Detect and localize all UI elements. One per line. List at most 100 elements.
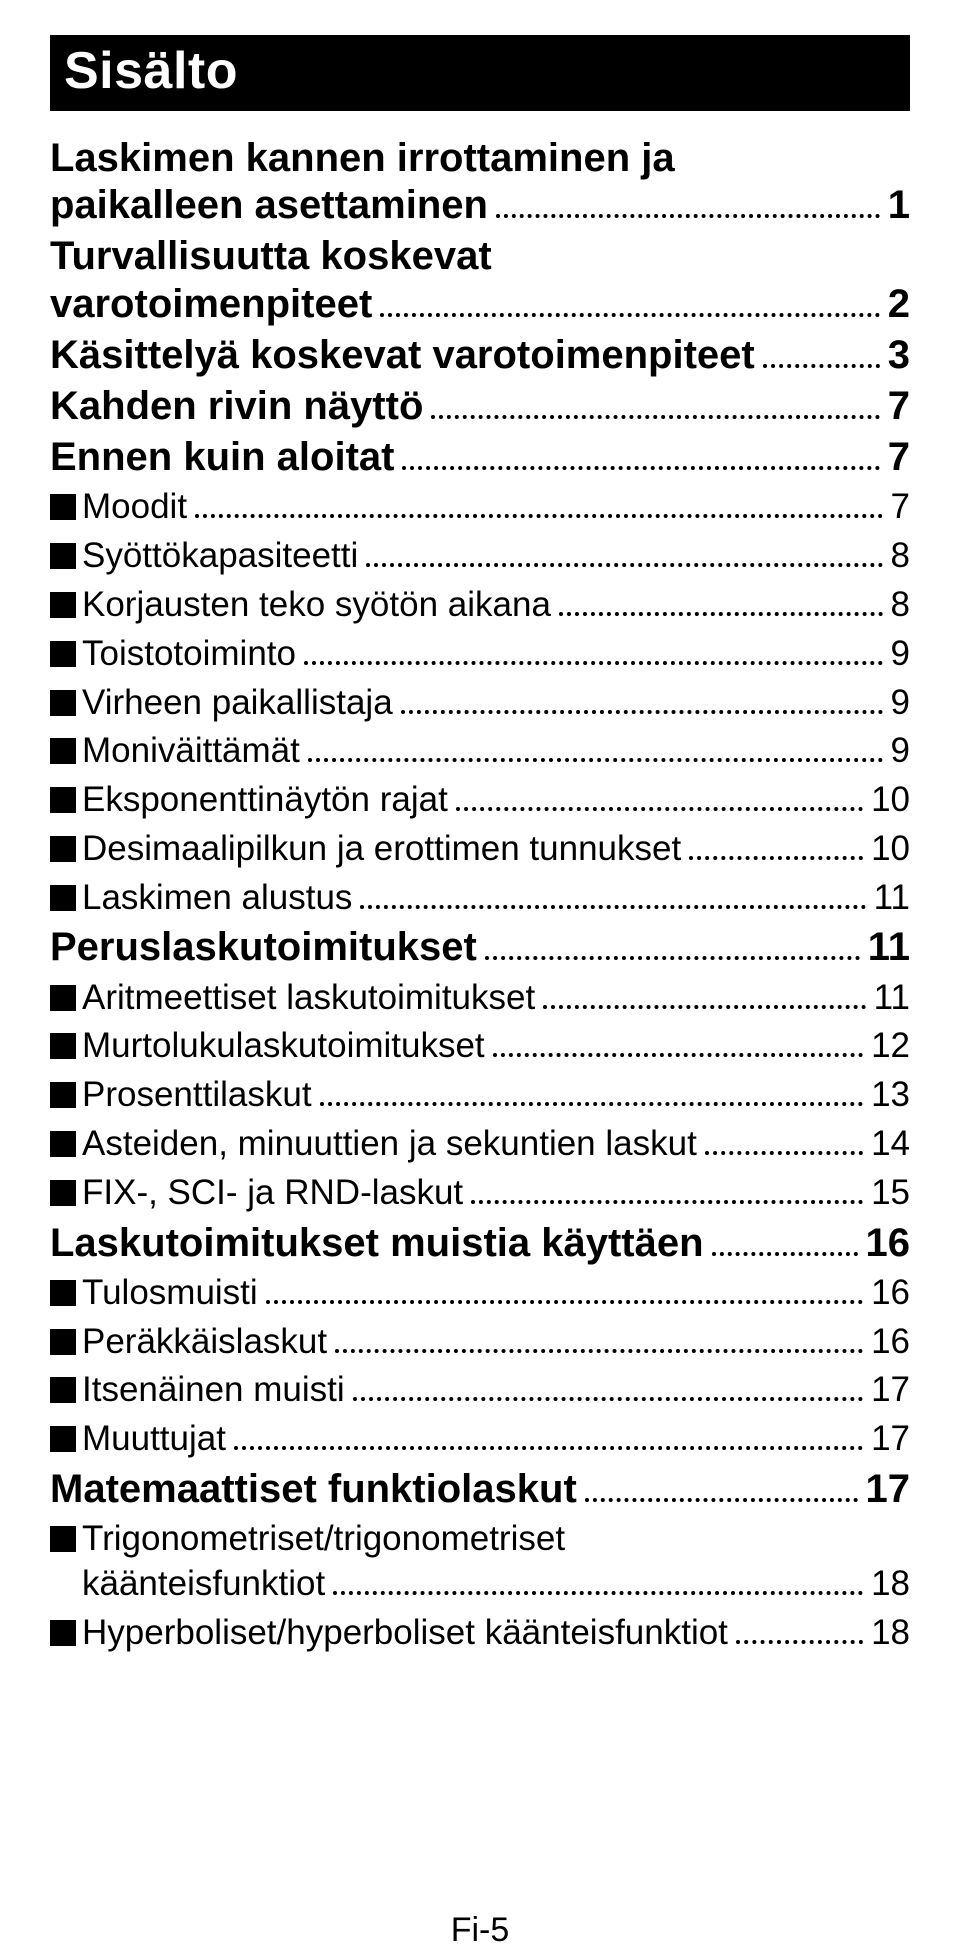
- toc-entry-level2: Moodit7: [50, 485, 910, 530]
- dot-leader: [308, 734, 883, 763]
- toc-pagenum: 3: [888, 332, 910, 379]
- dot-leader: [353, 1373, 863, 1402]
- page-footer: Fi-5: [0, 1911, 960, 1950]
- toc-label: Peruslaskutoimitukset: [50, 924, 477, 971]
- dot-leader: [736, 1615, 863, 1644]
- toc-label: Toistotoiminto: [82, 632, 296, 677]
- toc-pagenum: 7: [888, 383, 910, 430]
- toc-label-line1: Laskimen kannen irrottaminen ja: [50, 135, 910, 182]
- toc-entry-level1: Matemaattiset funktiolaskut 17: [50, 1466, 910, 1513]
- square-bullet-icon: [50, 985, 76, 1011]
- toc-pagenum: 16: [871, 1271, 910, 1316]
- toc-entry-level2: Toistotoiminto9: [50, 632, 910, 677]
- toc-label: Hyperboliset/hyperboliset käänteisfunkti…: [82, 1611, 728, 1656]
- square-bullet-icon: [50, 494, 76, 520]
- toc-pagenum: 2: [888, 281, 910, 328]
- toc-pagenum: 18: [871, 1611, 910, 1656]
- toc-entry-level2: Prosenttilaskut13: [50, 1073, 910, 1118]
- square-bullet-icon: [50, 1280, 76, 1306]
- toc-pagenum: 13: [871, 1073, 910, 1118]
- toc-entry-level1: Kahden rivin näyttö7: [50, 383, 910, 430]
- dot-leader: [366, 539, 882, 568]
- square-bullet-icon: [50, 885, 76, 911]
- toc-label: Käsittelyä koskevat varotoimenpiteet: [50, 332, 755, 379]
- toc-label: Ennen kuin aloitat: [50, 434, 394, 481]
- toc-entry-level2: Hyperboliset/hyperboliset käänteisfunkti…: [50, 1611, 910, 1656]
- toc-entry-level2: Eksponenttinäytön rajat 10: [50, 778, 910, 823]
- dot-leader: [493, 1029, 863, 1058]
- dot-leader: [402, 438, 879, 470]
- toc-label: Matemaattiset funktiolaskut: [50, 1466, 577, 1513]
- toc-entry-level2: Korjausten teko syötön aikana8: [50, 583, 910, 628]
- toc-entry-level2: Trigonometriset/trigonometriset käänteisf…: [50, 1517, 910, 1607]
- toc-entry-level2: Itsenäinen muisti 17: [50, 1368, 910, 1413]
- square-bullet-icon: [50, 1426, 76, 1452]
- toc-pagenum: 12: [871, 1024, 910, 1069]
- toc-entry-level2: Murtolukulaskutoimitukset12: [50, 1024, 910, 1069]
- square-bullet-icon: [50, 836, 76, 862]
- toc-pagenum: 18: [871, 1562, 910, 1607]
- dot-leader: [689, 831, 863, 860]
- toc-pagenum: 8: [891, 534, 910, 579]
- toc-entry-level1: Laskutoimitukset muistia käyttäen16: [50, 1220, 910, 1267]
- dot-leader: [320, 1078, 864, 1107]
- toc-pagenum: 11: [874, 976, 910, 1021]
- dot-leader: [712, 1224, 858, 1256]
- dot-leader: [485, 928, 860, 960]
- square-bullet-icon: [50, 1033, 76, 1059]
- toc-label: Peräkkäislaskut: [82, 1320, 327, 1365]
- dot-leader: [380, 285, 879, 317]
- page: Sisälto Laskimen kannen irrottaminen jap…: [0, 0, 960, 1960]
- toc-entry-level1: Turvallisuutta koskevatvarotoimenpiteet2: [50, 233, 910, 327]
- square-bullet-icon: [50, 1180, 76, 1206]
- toc-entry-level2: Peräkkäislaskut16: [50, 1320, 910, 1365]
- square-bullet-icon: [50, 1377, 76, 1403]
- toc-entry-level2: Virheen paikallistaja9: [50, 681, 910, 726]
- dot-leader: [304, 636, 883, 665]
- square-bullet-icon: [50, 690, 76, 716]
- toc-entry-level2: Syöttökapasiteetti 8: [50, 534, 910, 579]
- dot-leader: [585, 1470, 858, 1502]
- square-bullet-icon: [50, 787, 76, 813]
- square-bullet-icon: [50, 1620, 76, 1646]
- dot-leader: [335, 1324, 863, 1353]
- toc-entry-level2: Tulosmuisti 16: [50, 1271, 910, 1316]
- toc-label-line1: Trigonometriset/trigonometriset: [82, 1519, 565, 1558]
- toc-label: Muuttujat: [82, 1417, 226, 1462]
- dot-leader: [763, 336, 880, 368]
- toc-label: Korjausten teko syötön aikana: [82, 583, 551, 628]
- toc-label: Eksponenttinäytön rajat: [82, 778, 448, 823]
- toc-pagenum: 14: [871, 1122, 910, 1167]
- toc-entry-level1: Käsittelyä koskevat varotoimenpiteet 3: [50, 332, 910, 379]
- square-bullet-icon: [50, 592, 76, 618]
- toc-entry-level1: Laskimen kannen irrottaminen japaikallee…: [50, 135, 910, 229]
- toc-label-line1: Turvallisuutta koskevat: [50, 233, 910, 280]
- square-bullet-icon: [50, 1131, 76, 1157]
- toc-label: Itsenäinen muisti: [82, 1368, 345, 1413]
- toc-label-line2: paikalleen asettaminen: [50, 182, 488, 229]
- toc-entry-level2: Desimaalipilkun ja erottimen tunnukset10: [50, 827, 910, 872]
- toc-pagenum: 17: [866, 1466, 911, 1513]
- toc-label: Aritmeettiset laskutoimitukset: [82, 976, 535, 1021]
- toc-label: Moodit: [82, 485, 187, 530]
- toc-label: FIX-, SCI- ja RND-laskut: [82, 1171, 463, 1216]
- toc-pagenum: 7: [888, 434, 910, 481]
- toc-label: Desimaalipilkun ja erottimen tunnukset: [82, 827, 681, 872]
- square-bullet-icon: [50, 641, 76, 667]
- square-bullet-icon: [50, 1329, 76, 1355]
- toc-pagenum: 9: [891, 729, 910, 774]
- dot-leader: [543, 980, 865, 1009]
- square-bullet-icon: [50, 738, 76, 764]
- dot-leader: [360, 880, 865, 909]
- toc-label: Syöttökapasiteetti: [82, 534, 358, 579]
- toc-pagenum: 10: [871, 778, 910, 823]
- toc-label: Tulosmuisti: [82, 1271, 258, 1316]
- section-header: Sisälto: [50, 35, 910, 111]
- toc-pagenum: 9: [891, 681, 910, 726]
- toc-pagenum: 1: [888, 182, 910, 229]
- toc-entry-level1: Ennen kuin aloitat 7: [50, 434, 910, 481]
- toc-pagenum: 17: [871, 1417, 910, 1462]
- toc-label-line2: käänteisfunktiot: [82, 1562, 325, 1607]
- dot-leader: [496, 186, 880, 218]
- toc-pagenum: 17: [871, 1368, 910, 1413]
